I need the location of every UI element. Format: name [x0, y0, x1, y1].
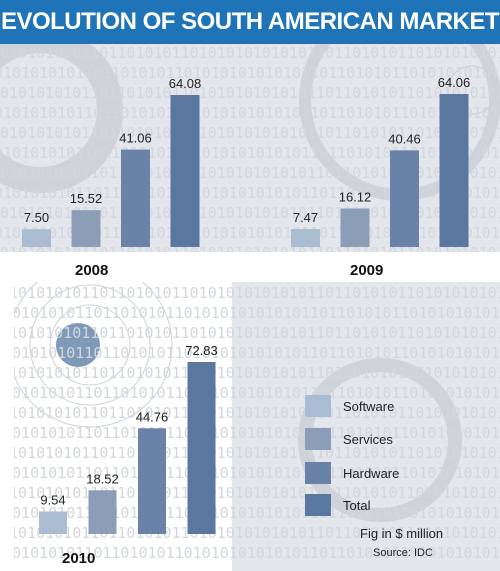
svg-text:010101010110110101011010101010: 0101010101101101010110101010101010110110… [0, 304, 500, 322]
bar-2008-software [22, 229, 51, 247]
bar-2008-hardware [121, 149, 150, 247]
title-banner [0, 0, 500, 44]
svg-text:010101010110110101011010101010: 0101010101101101010110101010101010110110… [0, 364, 500, 382]
source-credit: Source: IDC [373, 547, 433, 559]
svg-text:010101010110110101011010101010: 0101010101101101010110101010101010110110… [0, 544, 500, 562]
svg-text:010101010110110101011010101010: 0101010101101101010110101010101010110110… [0, 64, 500, 82]
legend-label-hardware: Hardware [343, 465, 400, 481]
legend-item-total: Total [305, 494, 370, 516]
svg-text:010101010110110101011010101010: 0101010101101101010110101010101010110110… [0, 404, 500, 422]
bar-2010-total [187, 362, 216, 534]
legend-item-services: Services [305, 428, 393, 450]
legend-item-software: Software [305, 395, 394, 417]
legend-swatch-services [305, 428, 331, 450]
panel-label-2010: 2010 [62, 550, 96, 567]
bar-2009-total [439, 94, 469, 247]
svg-text:010101010110110101011010101010: 0101010101101101010110101010101010110110… [0, 484, 500, 502]
data-label-2010-services: 18.52 [86, 471, 119, 486]
data-label-2008-software: 7.50 [24, 210, 49, 225]
svg-text:010101010110110101011010101010: 0101010101101101010110101010101010110110… [0, 524, 500, 542]
legend-item-hardware: Hardware [305, 462, 399, 484]
data-label-2008-total: 64.08 [169, 76, 202, 91]
data-label-2010-hardware: 44.76 [136, 409, 169, 424]
bar-2009-hardware [390, 150, 419, 247]
legend-swatch-software [305, 395, 331, 417]
svg-text:010101010110110101011010101010: 0101010101101101010110101010101010110110… [0, 344, 500, 362]
legend-label-software: Software [343, 398, 395, 414]
svg-text:010101010110110101011010101010: 0101010101101101010110101010101010110110… [0, 324, 500, 342]
bar-2009-services [340, 208, 370, 247]
legend-label-services: Services [343, 431, 393, 447]
svg-text:010101010110110101011010101010: 0101010101101101010110101010101010110110… [0, 384, 500, 402]
svg-text:010101010110110101011010101010: 0101010101101101010110101010101010110110… [0, 464, 500, 482]
legend-swatch-hardware [305, 462, 331, 484]
data-label-2009-total: 64.06 [438, 75, 471, 90]
bar-2010-hardware [138, 428, 166, 534]
panel-label-2009: 2009 [350, 262, 384, 279]
svg-text:010101010110110101011010101010: 0101010101101101010110101010101010110110… [0, 84, 500, 102]
svg-text:010101010110110101011010101010: 0101010101101101010110101010101010110110… [0, 44, 500, 62]
svg-text:010101010110110101011010101010: 0101010101101101010110101010101010110110… [0, 124, 500, 142]
data-label-2008-services: 15.52 [70, 191, 103, 206]
svg-text:010101010110110101011010101010: 0101010101101101010110101010101010110110… [0, 424, 500, 442]
svg-text:010101010110110101011010101010: 0101010101101101010110101010101010110110… [0, 504, 500, 522]
svg-text:010101010110110101011010101010: 0101010101101101010110101010101010110110… [0, 104, 500, 122]
units-note: Fig in $ million [360, 526, 444, 541]
data-label-2008-hardware: 41.06 [119, 131, 152, 146]
bar-2008-total [170, 95, 200, 247]
legend-label-total: Total [343, 497, 371, 513]
bar-2009-software [291, 229, 320, 247]
panel-label-2008: 2008 [75, 262, 109, 279]
legend-swatch-total [305, 494, 331, 516]
bar-2010-software [39, 511, 67, 534]
svg-text:010101010110110101011010101010: 0101010101101101010110101010101010110110… [0, 444, 500, 462]
data-label-2009-services: 16.12 [339, 189, 372, 204]
data-label-2009-hardware: 40.46 [388, 131, 421, 146]
bar-2010-services [88, 490, 117, 534]
svg-text:010101010110110101011010101010: 0101010101101101010110101010101010110110… [0, 284, 500, 302]
data-label-2009-software: 7.47 [293, 210, 318, 225]
bar-2008-services [71, 210, 101, 247]
page-title: EVOLUTION OF SOUTH AMERICAN MARKET [0, 8, 500, 35]
data-label-2010-total: 72.83 [185, 343, 218, 358]
data-label-2010-software: 9.54 [40, 492, 65, 507]
